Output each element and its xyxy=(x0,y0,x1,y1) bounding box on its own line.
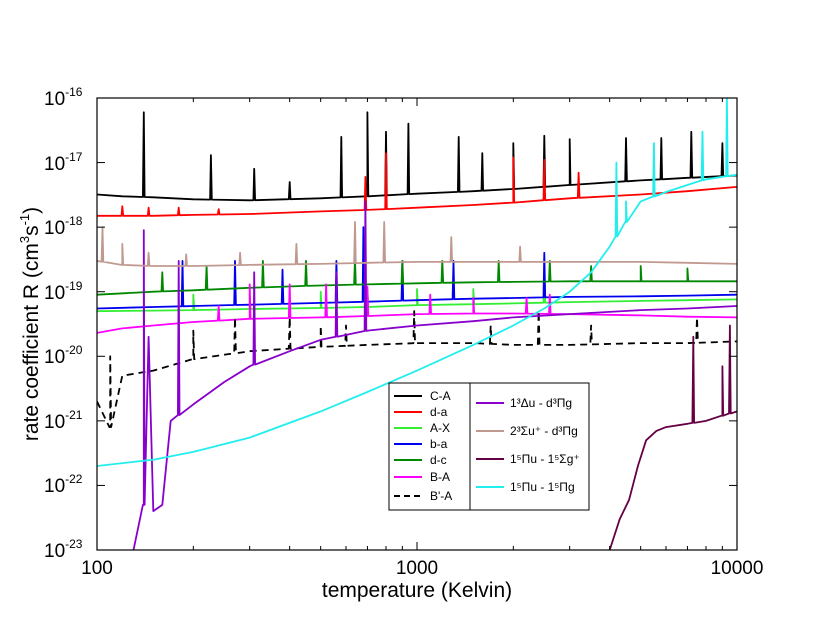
series-line-9 xyxy=(608,324,737,550)
series-line-10 xyxy=(97,98,737,467)
legend-column-right: 1³Δu - d³Πg 2³Σu⁺ - d³Πg 1⁵Πu - 1⁵Σg⁺ 1⁵… xyxy=(476,396,580,494)
legend-entry: B-A xyxy=(394,470,450,484)
x-tick-label: 1000 xyxy=(396,558,438,579)
legend-entry: 2³Σu⁺ - d³Πg xyxy=(476,424,578,438)
series-line-7 xyxy=(132,200,737,550)
series-line-0 xyxy=(97,111,737,202)
legend-label: 1⁵Πu - 1⁵Σg⁺ xyxy=(510,452,580,466)
legend-label: A-X xyxy=(430,421,450,435)
y-tick-label: 10-21 xyxy=(44,408,83,433)
series-line-1 xyxy=(97,152,737,217)
legend-entry: d-a xyxy=(394,405,448,419)
series-layer xyxy=(97,98,737,550)
legend-label: B-A xyxy=(430,470,450,484)
legend-label: B'-A xyxy=(430,489,452,503)
legend-label: d-a xyxy=(430,405,448,419)
legend-entry: B'-A xyxy=(394,489,452,503)
legend-column-left: C-A d-a A-X b-a d-c B-A B'-A xyxy=(394,389,452,503)
legend-label: b-a xyxy=(430,437,448,451)
series-line-4 xyxy=(97,258,737,296)
x-axis-title: temperature (Kelvin) xyxy=(322,579,512,602)
legend-label: d-c xyxy=(430,453,447,467)
legend-entry: d-c xyxy=(394,453,447,467)
legend-entry: 1⁵Πu - 1⁵Πg xyxy=(476,480,575,494)
y-tick-label: 10-18 xyxy=(44,214,83,239)
legend-entry: b-a xyxy=(394,437,448,451)
x-tick-label: 100 xyxy=(81,558,113,579)
y-tick-label: 10-19 xyxy=(44,279,83,304)
y-tick-labels: 10-23 10-22 10-21 10-20 10-19 10-18 10-1… xyxy=(44,85,83,562)
legend-label: 2³Σu⁺ - d³Πg xyxy=(510,424,578,438)
y-axis-title: rate coefficient R (cm3s-1) xyxy=(17,207,43,441)
y-tick-label: 10-20 xyxy=(44,343,83,368)
legend-entry: 1⁵Πu - 1⁵Σg⁺ xyxy=(476,452,580,466)
legend: C-A d-a A-X b-a d-c B-A B'-A 1³Δu - d³Πg… xyxy=(388,382,590,511)
legend-label: 1⁵Πu - 1⁵Πg xyxy=(510,480,575,494)
legend-box xyxy=(388,382,590,511)
series-line-3 xyxy=(97,226,737,310)
legend-label: 1³Δu - d³Πg xyxy=(510,396,572,410)
tick-layer xyxy=(96,97,738,551)
y-tick-label: 10-17 xyxy=(44,150,83,175)
y-tick-label: 10-23 xyxy=(44,537,83,562)
legend-label: C-A xyxy=(430,389,451,403)
x-tick-label: 10000 xyxy=(711,558,764,579)
series-line-8 xyxy=(97,221,737,267)
legend-entry: A-X xyxy=(394,421,450,435)
legend-entry: 1³Δu - d³Πg xyxy=(476,396,572,410)
legend-entry: C-A xyxy=(394,389,451,403)
y-tick-label: 10-22 xyxy=(44,472,83,497)
y-tick-label: 10-16 xyxy=(44,85,83,110)
